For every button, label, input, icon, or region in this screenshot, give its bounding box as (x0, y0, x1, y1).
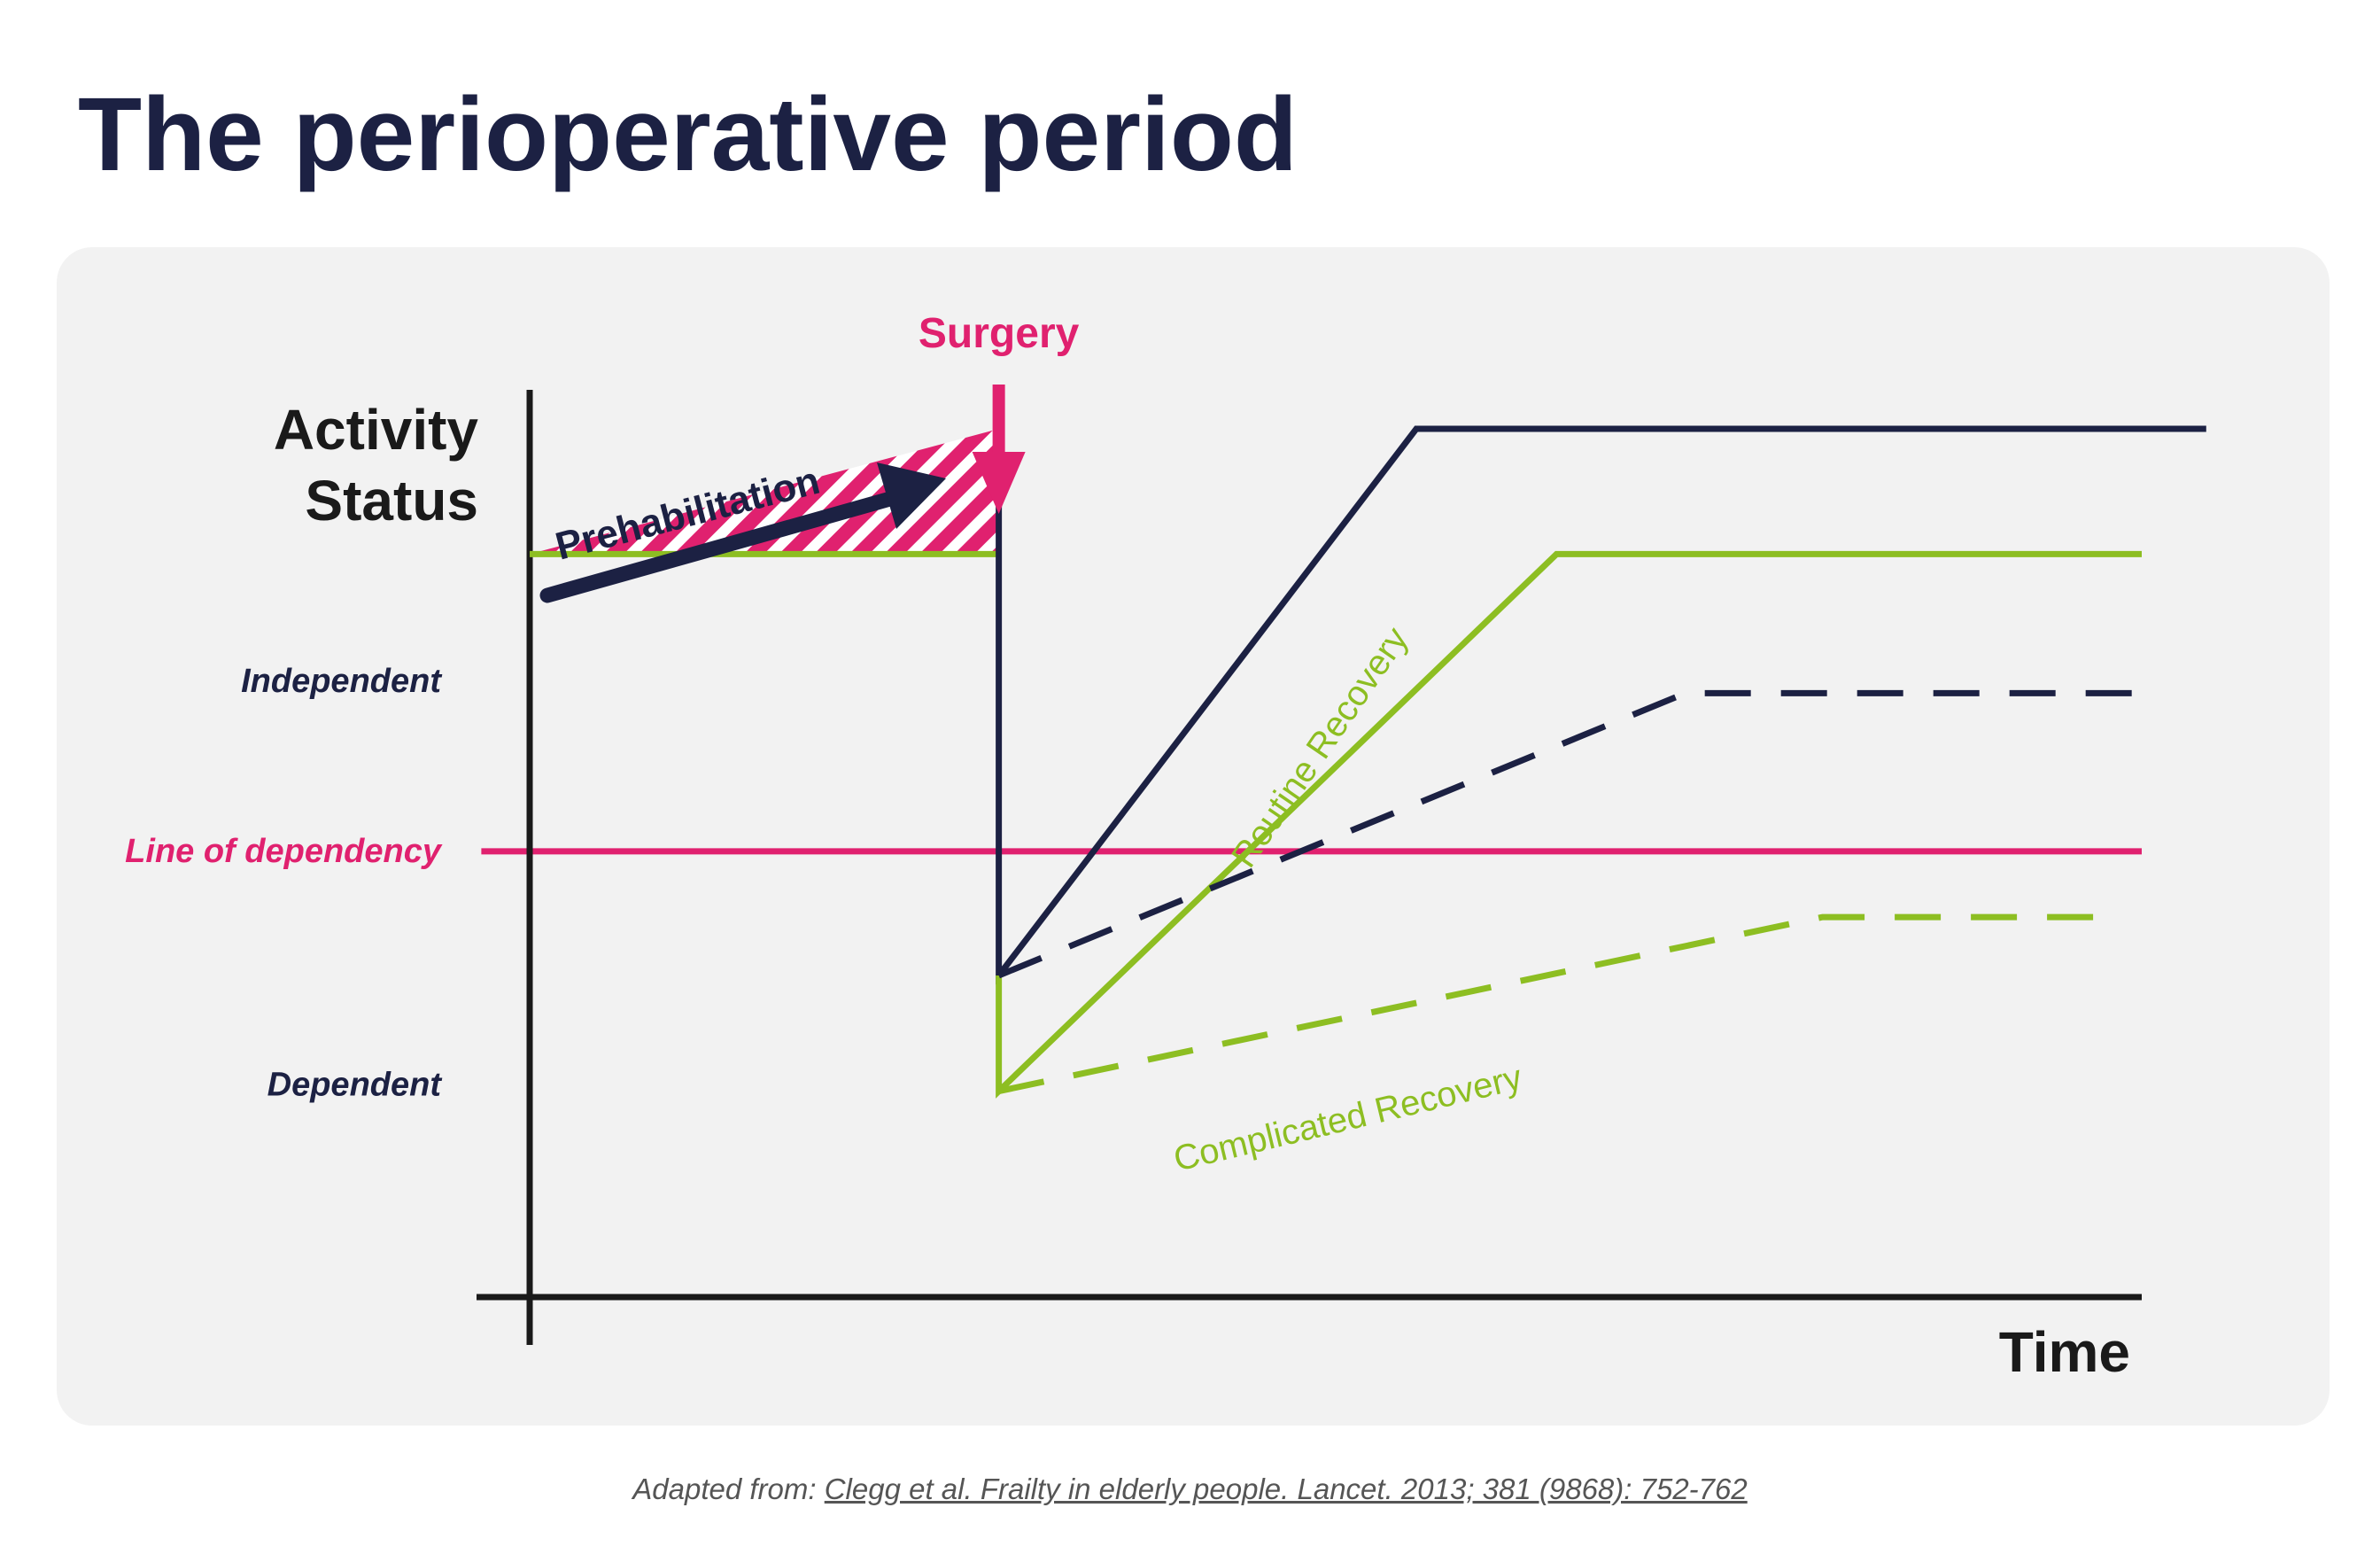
prehabilitation-area (530, 429, 999, 555)
source-caption: Adapted from: Clegg et al. Frailty in el… (0, 1473, 2380, 1506)
chart-panel (57, 247, 2330, 1426)
complicated-recovery-label: Complicated Recovery (1170, 1058, 1526, 1179)
prehabilitation-arrow-shaft (539, 491, 898, 603)
caption-prefix: Adapted from: (632, 1473, 825, 1505)
routine-recovery-label: Routine Recovery (1224, 620, 1415, 874)
surgery-arrow-head (972, 452, 1026, 514)
prehabilitation-arrow-head (877, 462, 946, 529)
series-line-with-prehabilitation (996, 425, 2206, 985)
x-axis-label: Time (1999, 1320, 2130, 1384)
level-label-line-of-dependency: Line of dependency (125, 833, 443, 870)
level-label-independent: Independent (241, 663, 442, 700)
caption-reference-link[interactable]: Clegg et al. Frailty in elderly people. … (824, 1473, 1748, 1505)
series-line-routine-recovery (996, 550, 2142, 1099)
page-title: The perioperative period (78, 76, 1298, 193)
y-axis-label-line-1: Activity (274, 398, 479, 462)
level-label-dependent: Dependent (267, 1066, 443, 1103)
series-line-prehabilitation-complicated (997, 689, 2142, 979)
y-axis-label-line-2: Status (305, 469, 478, 532)
surgery-label: Surgery (919, 310, 1080, 357)
series-line-complicated-recovery (997, 913, 2110, 1095)
